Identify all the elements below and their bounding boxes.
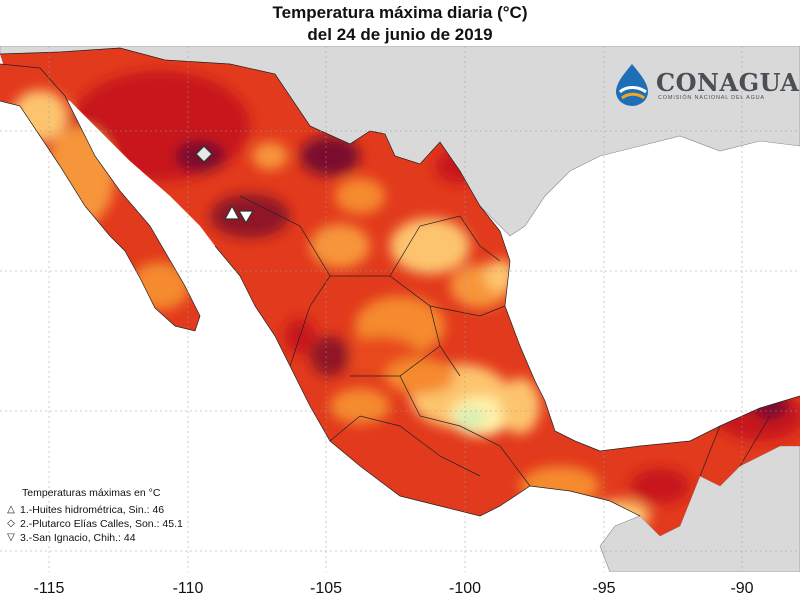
station-markers (195, 145, 255, 225)
legend-item: ▽ 3.-San Ignacio, Chih.: 44 (4, 531, 183, 545)
longitude-axis: -115 -110 -105 -100 -95 -90 (0, 572, 800, 600)
map-area (0, 46, 800, 572)
legend-title: Temperaturas máximas en °C (22, 487, 161, 499)
map-title-line-1: Temperatura máxima diaria (°C) (272, 3, 528, 22)
diamond-icon: ◇ (7, 518, 15, 529)
x-tick-label: -105 (309, 580, 343, 597)
legend-item: △ 1.-Huites hidrométrica, Sin.: 46 (4, 503, 183, 517)
logo-subtitle: COMISIÓN NACIONAL DEL AGUA (658, 95, 765, 101)
triangle-up-icon: △ (7, 504, 15, 515)
water-drop-logo-icon (616, 64, 648, 106)
station-3-triangle-down-icon (237, 210, 255, 225)
conagua-logo: CONAGUA COMISIÓN NACIONAL DEL AGUA (612, 62, 800, 108)
x-tick-label: -90 (730, 580, 754, 597)
map-title-line-2: del 24 de junio de 2019 (307, 25, 493, 44)
map-title: Temperatura máxima diaria (°C) del 24 de… (0, 2, 800, 46)
logo-wordmark: CONAGUA (656, 68, 800, 97)
station-1-triangle-up-icon (223, 204, 241, 220)
x-tick-label: -115 (33, 580, 65, 597)
legend-item-text: 3.-San Ignacio, Chih.: 44 (20, 532, 136, 544)
state-borders (0, 47, 800, 517)
x-tick-label: -95 (592, 580, 616, 597)
legend: Temperaturas máximas en °C △ 1.-Huites h… (4, 486, 183, 545)
x-tick-label: -110 (172, 580, 204, 597)
temperature-map (0, 46, 800, 572)
triangle-down-icon: ▽ (7, 532, 15, 543)
legend-item-text: 2.-Plutarco Elías Calles, Son.: 45.1 (20, 518, 183, 530)
x-tick-label: -100 (448, 580, 482, 597)
graticule (0, 46, 800, 572)
legend-item-text: 1.-Huites hidrométrica, Sin.: 46 (20, 504, 165, 516)
legend-item: ◇ 2.-Plutarco Elías Calles, Son.: 45.1 (4, 517, 183, 531)
station-2-diamond-icon (195, 145, 213, 163)
